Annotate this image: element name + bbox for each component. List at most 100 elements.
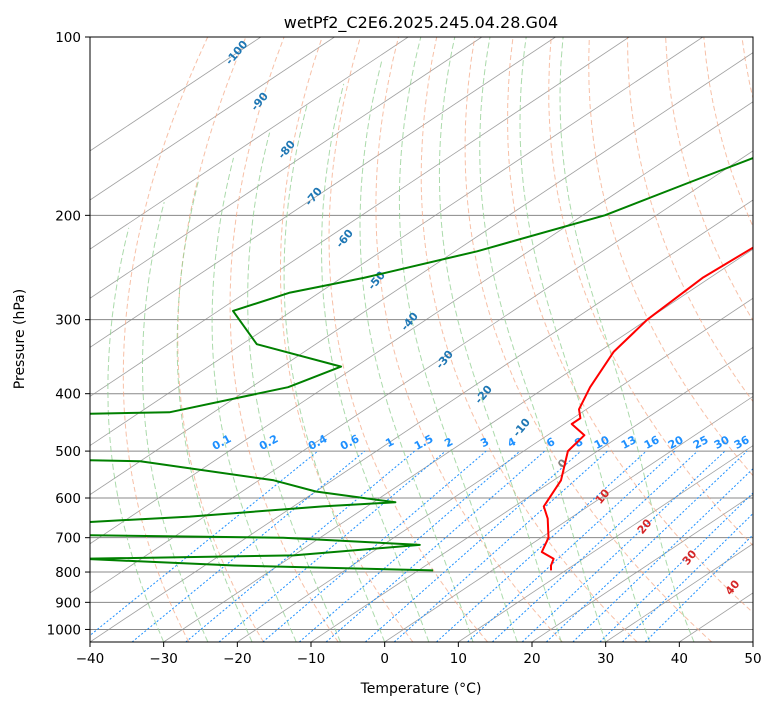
dry-adiabat-label: -60 <box>333 227 356 251</box>
dry-adiabat-label: -20 <box>472 383 495 407</box>
mixing-ratio-label: 30 <box>712 433 732 452</box>
mixing-ratio-label: 25 <box>691 433 711 452</box>
x-tick-label: 30 <box>597 651 614 667</box>
background-lines <box>90 37 753 642</box>
mixing-ratio-label: 36 <box>732 433 752 452</box>
mixing-ratio-label: 0.6 <box>338 432 362 453</box>
moist-adiabat-line <box>176 180 253 642</box>
mixing-ratio-line <box>622 512 753 642</box>
moist-adiabat-line <box>211 157 297 642</box>
isotherm-line <box>90 37 262 152</box>
y-tick-label: 800 <box>55 565 81 581</box>
dry-adiabat-label: -40 <box>398 310 421 334</box>
y-tick-label: 500 <box>55 444 81 460</box>
chart-title: wetPf2_C2E6.2025.245.04.28.G04 <box>284 13 558 33</box>
temperature-line <box>540 246 753 571</box>
moist-adiabat-label: 0 <box>555 456 570 470</box>
mixing-ratio-label: 13 <box>619 433 639 452</box>
y-axis-label: Pressure (hPa) <box>12 289 28 389</box>
dry-adiabat-line <box>588 37 753 477</box>
y-tick-label: 200 <box>55 208 81 224</box>
profile-lines <box>90 156 753 572</box>
mixing-ratio-line <box>521 450 726 642</box>
mixing-ratio-label: 6 <box>544 435 557 450</box>
dry-adiabat-line <box>122 37 209 642</box>
moist-adiabat-line <box>142 201 209 642</box>
adiabat-labels: -100-90-80-70-60-50-40-30-20-10010203040… <box>210 38 752 598</box>
moist-adiabat-line <box>320 83 430 642</box>
mixing-ratio-line <box>185 450 416 642</box>
isotherm-line <box>531 494 753 642</box>
dry-adiabat-line <box>665 37 753 322</box>
isotherm-line <box>90 37 335 201</box>
moist-adiabat-line <box>559 37 695 642</box>
dry-adiabat-line <box>464 37 713 642</box>
isotherm-line <box>90 37 483 299</box>
isotherm-line <box>237 297 753 642</box>
mixing-ratio-label: 10 <box>592 433 612 452</box>
moist-adiabat-label: 40 <box>723 577 743 597</box>
mixing-ratio-line <box>218 450 446 642</box>
plot-frame <box>89 36 754 643</box>
dry-adiabat-line <box>328 37 488 642</box>
mixing-ratio-label: 2 <box>442 435 455 450</box>
mixing-ratio-line <box>325 450 546 642</box>
isotherm-line <box>384 395 753 642</box>
moist-adiabat-label: 10 <box>593 486 613 506</box>
mixing-ratio-line <box>262 450 487 642</box>
mixing-ratio-label: 0.1 <box>210 432 233 453</box>
isotherm-line <box>458 445 753 642</box>
dewpoint-line <box>90 156 753 572</box>
y-tick-label: 400 <box>55 387 81 403</box>
x-tick-label: 50 <box>744 651 761 667</box>
moist-adiabat-line <box>359 61 474 642</box>
y-tick-label: 1000 <box>47 622 81 638</box>
isotherm-line <box>90 101 753 545</box>
moist-adiabat-line <box>519 37 651 642</box>
mixing-ratio-line <box>572 468 753 642</box>
axis-ticks: −40 −30 −20 −10 0 10 20 30 40 5010020030040050060… <box>47 30 762 667</box>
y-tick-label: 300 <box>55 313 81 329</box>
y-tick-label: 100 <box>55 30 81 46</box>
x-tick-label: −20 <box>223 651 252 667</box>
dry-adiabat-line <box>507 37 753 614</box>
isotherm-line <box>752 641 753 642</box>
isotherm-line <box>310 346 753 642</box>
mixing-ratio-label: 20 <box>666 433 686 452</box>
dry-adiabat-line <box>375 37 563 642</box>
isotherm-line <box>90 37 630 397</box>
dry-adiabat-line <box>741 37 753 101</box>
dry-adiabat-label: -10 <box>510 416 533 440</box>
x-tick-label: −40 <box>76 651 105 667</box>
mixing-ratio-line <box>436 450 647 642</box>
mixing-ratio-label: 16 <box>642 433 662 452</box>
mixing-ratio-label: 0.2 <box>257 432 280 453</box>
dry-adiabat-line <box>420 37 638 642</box>
dry-adiabat-line <box>177 37 264 642</box>
isotherm-line <box>90 150 753 594</box>
x-tick-label: 20 <box>523 651 540 667</box>
x-tick-label: 40 <box>671 651 688 667</box>
y-tick-label: 900 <box>55 595 81 611</box>
x-tick-label: 0 <box>380 651 389 667</box>
y-tick-label: 700 <box>55 531 81 547</box>
y-tick-label: 600 <box>55 491 81 507</box>
dry-adiabat-label: -70 <box>302 185 325 209</box>
mixing-ratio-line <box>131 450 366 642</box>
moist-adiabat-label: 30 <box>680 547 700 567</box>
moist-adiabat-line <box>438 37 562 642</box>
x-tick-label: 10 <box>450 651 467 667</box>
moist-adiabat-line <box>398 37 518 642</box>
isotherm-line <box>90 52 753 496</box>
moist-adiabat-label: 20 <box>635 516 655 536</box>
x-axis-label: Temperature (°C) <box>360 681 482 697</box>
moist-adiabat-line <box>107 227 165 642</box>
isotherm-line <box>163 248 753 642</box>
dry-adiabat-line <box>548 37 753 547</box>
moist-adiabat-line <box>283 104 386 642</box>
mixing-ratio-line <box>644 534 753 642</box>
mixing-ratio-label: 1 <box>383 435 396 450</box>
mixing-ratio-line <box>491 450 698 642</box>
dry-adiabat-label: -80 <box>275 138 298 162</box>
